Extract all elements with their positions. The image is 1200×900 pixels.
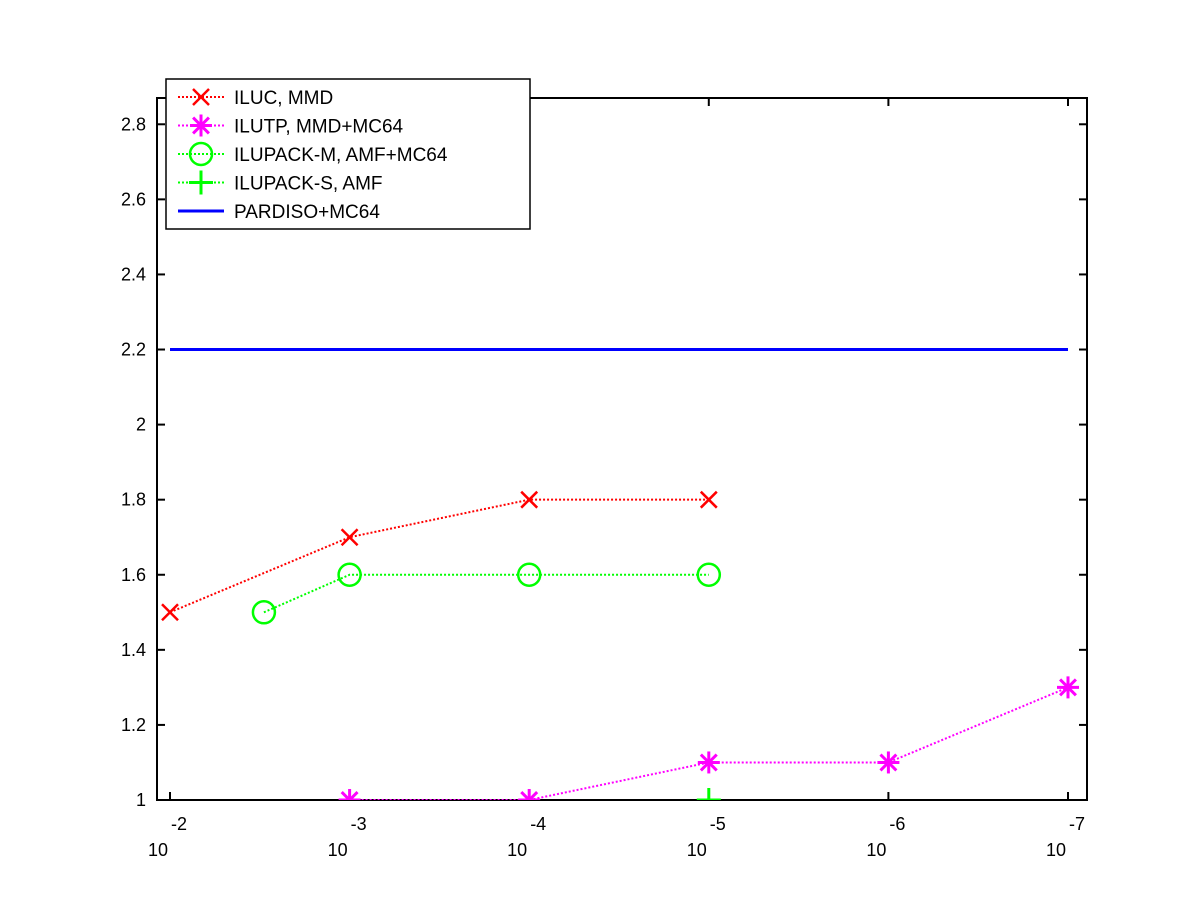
legend-label: ILUPACK-S, AMF	[234, 174, 383, 195]
marker-x	[340, 528, 359, 547]
marker-x	[161, 603, 179, 622]
x-tick-label-base: 10	[507, 840, 527, 860]
x-tick-label-exponent: -4	[530, 814, 546, 834]
y-tick-label: 2.6	[121, 189, 146, 209]
marker-circle	[251, 600, 277, 625]
series-group	[161, 348, 1079, 800]
y-tick-label: 1.2	[121, 715, 146, 735]
marker-star	[518, 789, 541, 800]
series-0	[161, 490, 718, 622]
legend-label: ILUTP, MMD+MC64	[234, 117, 404, 138]
series-line	[169, 498, 709, 614]
x-tick-label-exponent: -2	[171, 814, 187, 834]
marker-circle	[696, 562, 722, 588]
legend-item: ILUPACK-S, AMF	[178, 170, 383, 195]
legend-item: ILUC, MMD	[178, 88, 333, 109]
x-tick-label-base: 10	[1046, 840, 1066, 860]
legend-item: ILUPACK-M, AMF+MC64	[178, 141, 448, 167]
legend-label: ILUPACK-M, AMF+MC64	[234, 145, 448, 166]
marker-circle	[188, 141, 214, 167]
marker-star	[190, 114, 212, 137]
marker-circle	[337, 562, 362, 588]
legend-label: PARDISO+MC64	[234, 202, 380, 223]
x-tick-label-exponent: -6	[889, 814, 905, 834]
legend: ILUC, MMD ILUTP, MMD+MC64 ILUPACK-M, AMF+M…	[165, 78, 531, 230]
legend-box	[165, 78, 531, 230]
marker-x	[192, 88, 210, 106]
marker-x	[699, 490, 718, 509]
x-tick-labels: 10-210-310-410-510-610-7	[148, 814, 1085, 860]
x-tick-label-base: 10	[687, 840, 707, 860]
x-tick-label-exponent: -5	[710, 814, 726, 834]
y-tick-label: 2.8	[121, 114, 146, 134]
y-tick-label: 1.8	[121, 490, 146, 510]
x-tick-label-exponent: -7	[1069, 814, 1085, 834]
series-3	[696, 788, 721, 800]
marker-circle	[516, 562, 542, 588]
y-tick-label: 1.6	[121, 565, 146, 585]
x-tick-label-base: 10	[148, 840, 168, 860]
y-tick-label: 1.4	[121, 640, 146, 660]
y-tick-labels: 1 1.2 1.4 1.6 1.8 2 2.2 2.4 2.6 2.8	[121, 114, 146, 810]
x-tick-label-base: 10	[866, 840, 886, 860]
y-tick-label: 2	[136, 415, 146, 435]
marker-star	[877, 751, 900, 774]
legend-item: ILUTP, MMD+MC64	[178, 114, 404, 138]
marker-x	[520, 490, 539, 509]
series-1	[338, 676, 1079, 800]
y-tick-label: 1	[136, 790, 146, 810]
marker-star	[697, 751, 720, 774]
x-tick-label-base: 10	[328, 840, 348, 860]
y-tick-label: 2.2	[121, 340, 146, 360]
legend-label: ILUC, MMD	[234, 88, 333, 109]
series-2	[251, 562, 722, 625]
y-tick-label: 2.4	[121, 264, 146, 284]
legend-item: PARDISO+MC64	[178, 202, 380, 223]
marker-star	[1057, 676, 1079, 699]
marker-star	[338, 789, 361, 800]
x-tick-label-exponent: -3	[351, 814, 367, 834]
